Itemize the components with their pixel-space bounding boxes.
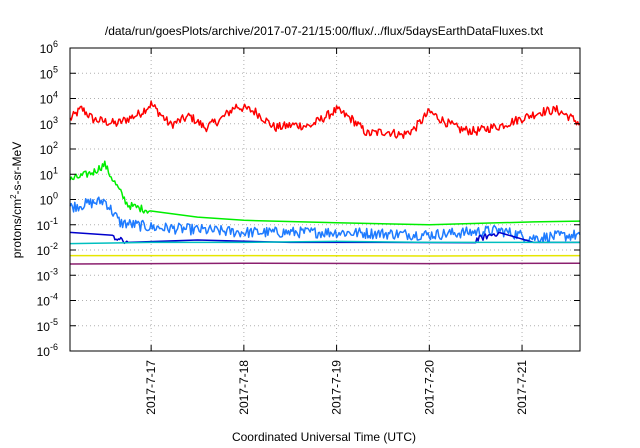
x-axis-label: Coordinated Universal Time (UTC) — [232, 430, 416, 444]
x-tick-label: 2017-7-19 — [330, 360, 344, 415]
series-line-4 — [69, 231, 580, 245]
series-line-2 — [69, 160, 581, 226]
y-axis-label-superscript: 2 — [9, 194, 18, 199]
x-tick-label: 2017-7-20 — [422, 360, 436, 415]
y-tick-label: 10-3 — [37, 266, 58, 283]
series-line-7 — [69, 262, 581, 265]
y-tick-label: 102 — [40, 140, 58, 157]
x-tick-label: 2017-7-17 — [144, 360, 158, 415]
x-tick-label: 2017-7-18 — [237, 360, 251, 415]
y-tick-label: 10-4 — [37, 292, 58, 309]
y-tick-label: 10-2 — [37, 241, 58, 258]
grid — [70, 48, 580, 351]
chart-title: /data/run/goesPlots/archive/2017-07-21/1… — [105, 24, 544, 38]
series-line-5 — [69, 240, 580, 245]
y-tick-label: 106 — [40, 39, 58, 56]
series-layer — [69, 100, 581, 265]
y-tick-label: 10-5 — [37, 317, 58, 334]
x-axis: 2017-7-17 2017-7-18 2017-7-19 2017-7-20 2017… — [144, 48, 529, 415]
y-tick-label: 100 — [40, 191, 58, 208]
y-tick-label: 101 — [40, 165, 58, 182]
y-axis: 10-6 10-5 10-4 10-3 10-2 10-1 100 101 102 103 104 1… — [37, 39, 580, 359]
x-tick-label: 2017-7-21 — [515, 360, 529, 415]
y-axis-label-rest: -s-sr-MeV — [10, 142, 24, 195]
series-line-1 — [69, 100, 581, 139]
y-tick-label: 104 — [40, 90, 58, 107]
y-axis-label: protons/cm2-s-sr-MeV — [9, 142, 24, 258]
y-tick-label: 10-6 — [37, 342, 58, 359]
y-tick-label: 105 — [40, 64, 58, 81]
y-tick-label: 10-1 — [37, 216, 58, 233]
y-tick-label: 103 — [40, 115, 58, 132]
y-axis-label-main: protons/cm — [10, 199, 24, 258]
series-line-3 — [69, 196, 581, 244]
